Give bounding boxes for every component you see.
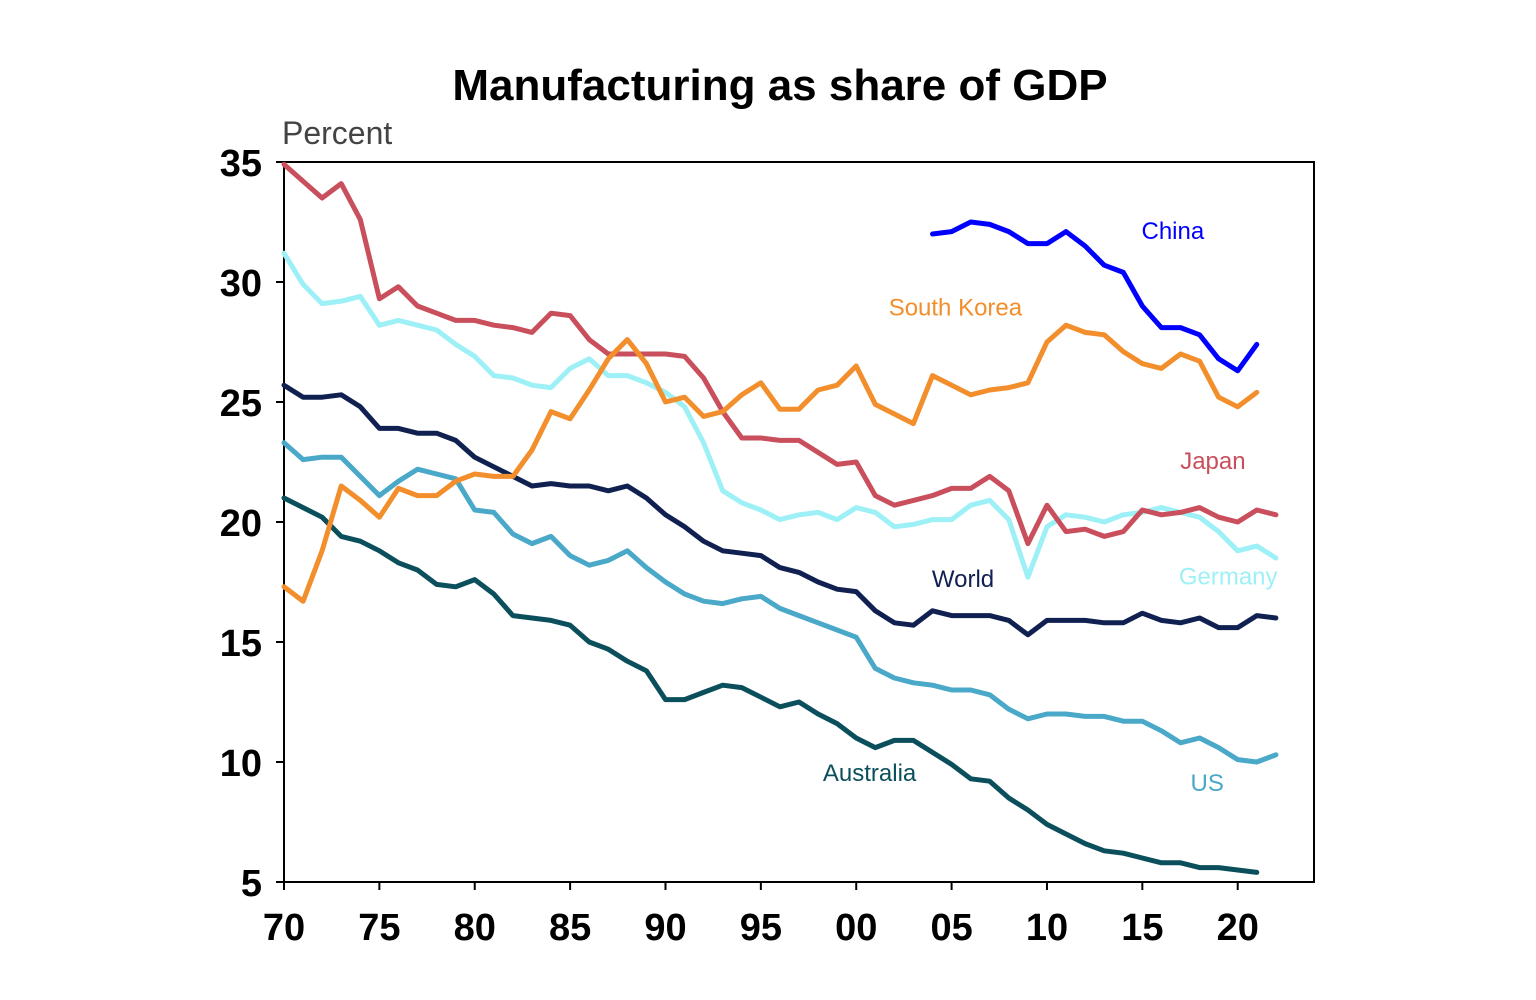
series-line-germany [281, 250, 1279, 580]
chart-title: Manufacturing as share of GDP [452, 61, 1107, 110]
y-tick-label: 35 [220, 143, 262, 185]
y-tick-label: 10 [220, 743, 262, 785]
x-tick-label: 85 [549, 907, 591, 949]
series-label-germany: Germany [1179, 563, 1278, 590]
y-axis: 35 30 25 20 15 10 5 [220, 143, 284, 905]
y-tick-label: 15 [220, 623, 262, 665]
x-tick-label: 70 [263, 907, 305, 949]
plot-area-frame [283, 161, 1315, 883]
x-tick-label: 15 [1121, 907, 1163, 949]
series-line-us [281, 440, 1279, 765]
series-line-japan [281, 161, 1279, 547]
series-layer [281, 161, 1279, 875]
x-tick-label: 75 [358, 907, 400, 949]
x-tick-label: 05 [930, 907, 972, 949]
series-line-world [281, 382, 1279, 638]
x-tick-label: 95 [740, 907, 782, 949]
y-tick-label: 25 [220, 383, 262, 425]
x-tick-label: 10 [1026, 907, 1068, 949]
x-axis: 70 75 80 85 90 95 00 05 10 15 20 [263, 882, 1259, 949]
series-label-us: US [1191, 770, 1224, 797]
x-tick-label: 80 [454, 907, 496, 949]
y-tick-label: 30 [220, 263, 262, 305]
y-tick-label: 5 [241, 863, 262, 905]
series-label-layer: Australia US World Germany Japan South Korea C… [823, 218, 1278, 797]
series-label-world: World [932, 566, 994, 593]
y-axis-unit-label: Percent [282, 115, 392, 151]
x-tick-label: 90 [644, 907, 686, 949]
series-label-australia: Australia [823, 760, 917, 787]
x-tick-label: 00 [835, 907, 877, 949]
x-tick-label: 20 [1217, 907, 1259, 949]
y-tick-label: 20 [220, 503, 262, 545]
series-line-australia [281, 495, 1260, 875]
series-line-south-korea [281, 322, 1260, 604]
series-label-japan: Japan [1180, 448, 1245, 475]
series-label-china: China [1141, 218, 1204, 245]
series-line-china [930, 219, 1260, 374]
series-label-south-korea: South Korea [889, 295, 1023, 322]
